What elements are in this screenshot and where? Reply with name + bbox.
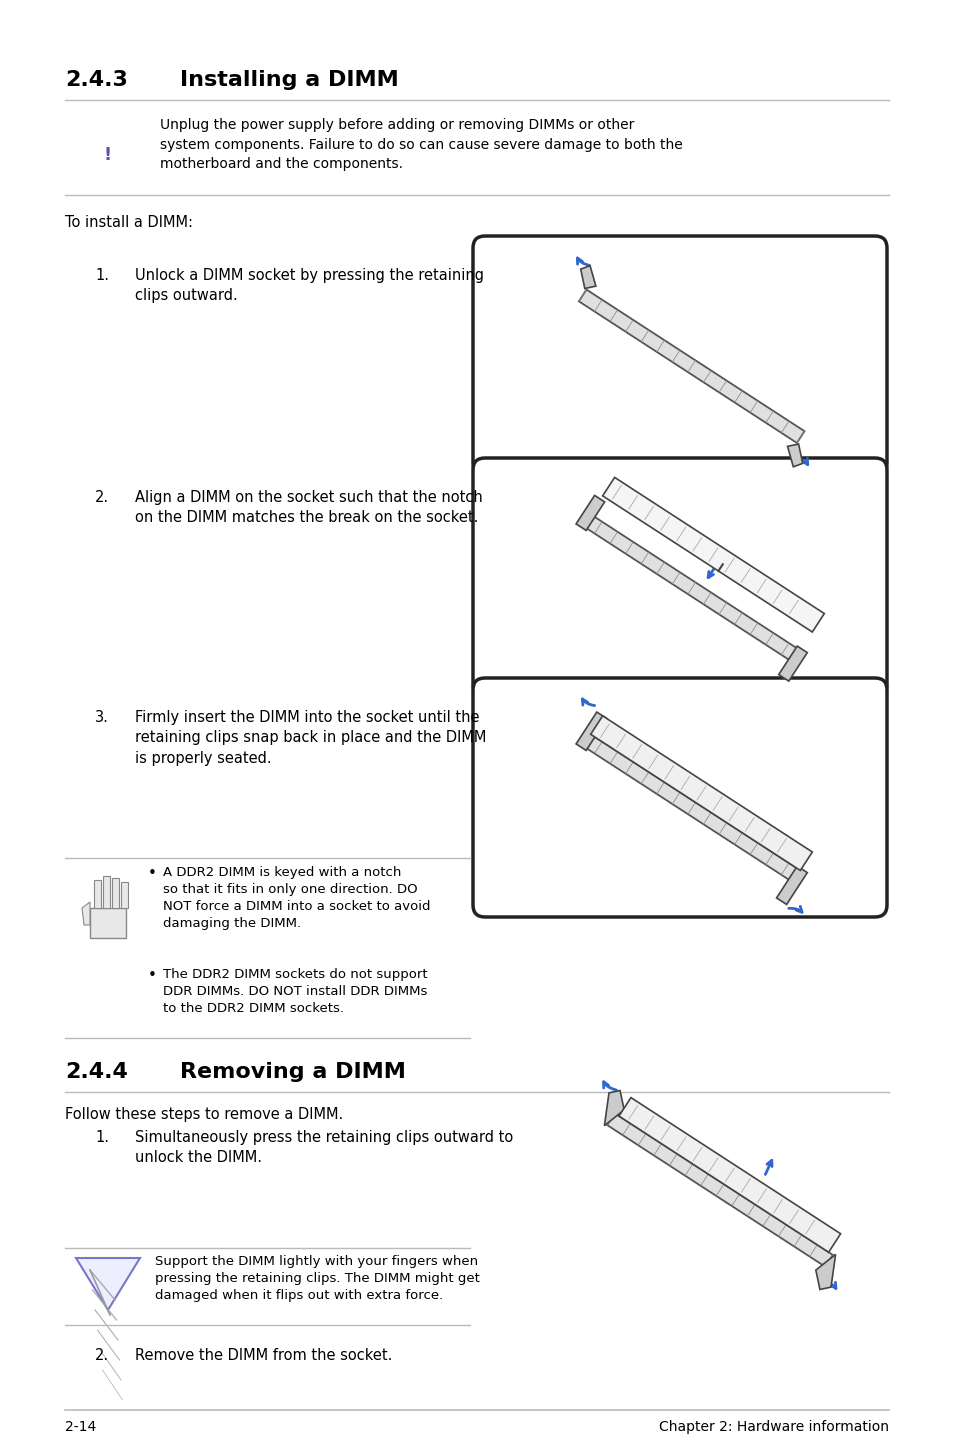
Text: To install a DIMM:: To install a DIMM: <box>65 216 193 230</box>
Polygon shape <box>580 266 596 289</box>
Polygon shape <box>82 902 90 925</box>
Text: •: • <box>148 866 156 881</box>
Polygon shape <box>618 1097 840 1252</box>
Text: Support the DIMM lightly with your fingers when
pressing the retaining clips. Th: Support the DIMM lightly with your finge… <box>154 1255 479 1301</box>
Text: 2.4.3: 2.4.3 <box>65 70 128 91</box>
Polygon shape <box>778 646 806 682</box>
Polygon shape <box>606 1113 832 1267</box>
Text: 1.: 1. <box>95 267 109 283</box>
Text: Removing a DIMM: Removing a DIMM <box>180 1063 405 1081</box>
Text: 2-14: 2-14 <box>65 1419 96 1434</box>
Polygon shape <box>121 881 128 907</box>
Text: 1.: 1. <box>95 1130 109 1145</box>
Polygon shape <box>103 876 110 907</box>
Polygon shape <box>786 444 801 467</box>
Text: Chapter 2: Hardware information: Chapter 2: Hardware information <box>659 1419 888 1434</box>
Text: The DDR2 DIMM sockets do not support
DDR DIMMs. DO NOT install DDR DIMMs
to the : The DDR2 DIMM sockets do not support DDR… <box>163 968 427 1015</box>
Polygon shape <box>94 880 101 907</box>
Polygon shape <box>576 495 604 531</box>
Text: •: • <box>148 968 156 984</box>
Text: A DDR2 DIMM is keyed with a notch
so that it fits in only one direction. DO
NOT : A DDR2 DIMM is keyed with a notch so tha… <box>163 866 430 930</box>
Text: Firmly insert the DIMM into the socket until the
retaining clips snap back in pl: Firmly insert the DIMM into the socket u… <box>135 710 486 766</box>
Polygon shape <box>602 477 823 633</box>
Polygon shape <box>576 712 606 751</box>
Text: Installing a DIMM: Installing a DIMM <box>180 70 398 91</box>
Text: Unplug the power supply before adding or removing DIMMs or other
system componen: Unplug the power supply before adding or… <box>160 118 682 171</box>
Text: Align a DIMM on the socket such that the notch
on the DIMM matches the break on : Align a DIMM on the socket such that the… <box>135 490 482 525</box>
Polygon shape <box>90 907 126 938</box>
Polygon shape <box>578 732 803 884</box>
Polygon shape <box>112 879 119 907</box>
Polygon shape <box>590 716 811 870</box>
Text: 2.4.4: 2.4.4 <box>65 1063 128 1081</box>
Text: 2.: 2. <box>95 490 109 505</box>
Text: 2.: 2. <box>95 1347 109 1363</box>
Text: Remove the DIMM from the socket.: Remove the DIMM from the socket. <box>135 1347 392 1363</box>
Polygon shape <box>776 866 806 905</box>
Polygon shape <box>815 1254 835 1290</box>
Text: Unlock a DIMM socket by pressing the retaining
clips outward.: Unlock a DIMM socket by pressing the ret… <box>135 267 483 303</box>
FancyBboxPatch shape <box>473 677 886 917</box>
Polygon shape <box>76 1258 140 1310</box>
Polygon shape <box>578 289 803 443</box>
FancyBboxPatch shape <box>473 236 886 475</box>
Text: Follow these steps to remove a DIMM.: Follow these steps to remove a DIMM. <box>65 1107 343 1122</box>
Text: Simultaneously press the retaining clips outward to
unlock the DIMM.: Simultaneously press the retaining clips… <box>135 1130 513 1165</box>
Text: 3.: 3. <box>95 710 109 725</box>
Polygon shape <box>604 1090 623 1126</box>
FancyBboxPatch shape <box>473 457 886 697</box>
Text: !: ! <box>104 147 112 164</box>
Polygon shape <box>578 512 803 664</box>
